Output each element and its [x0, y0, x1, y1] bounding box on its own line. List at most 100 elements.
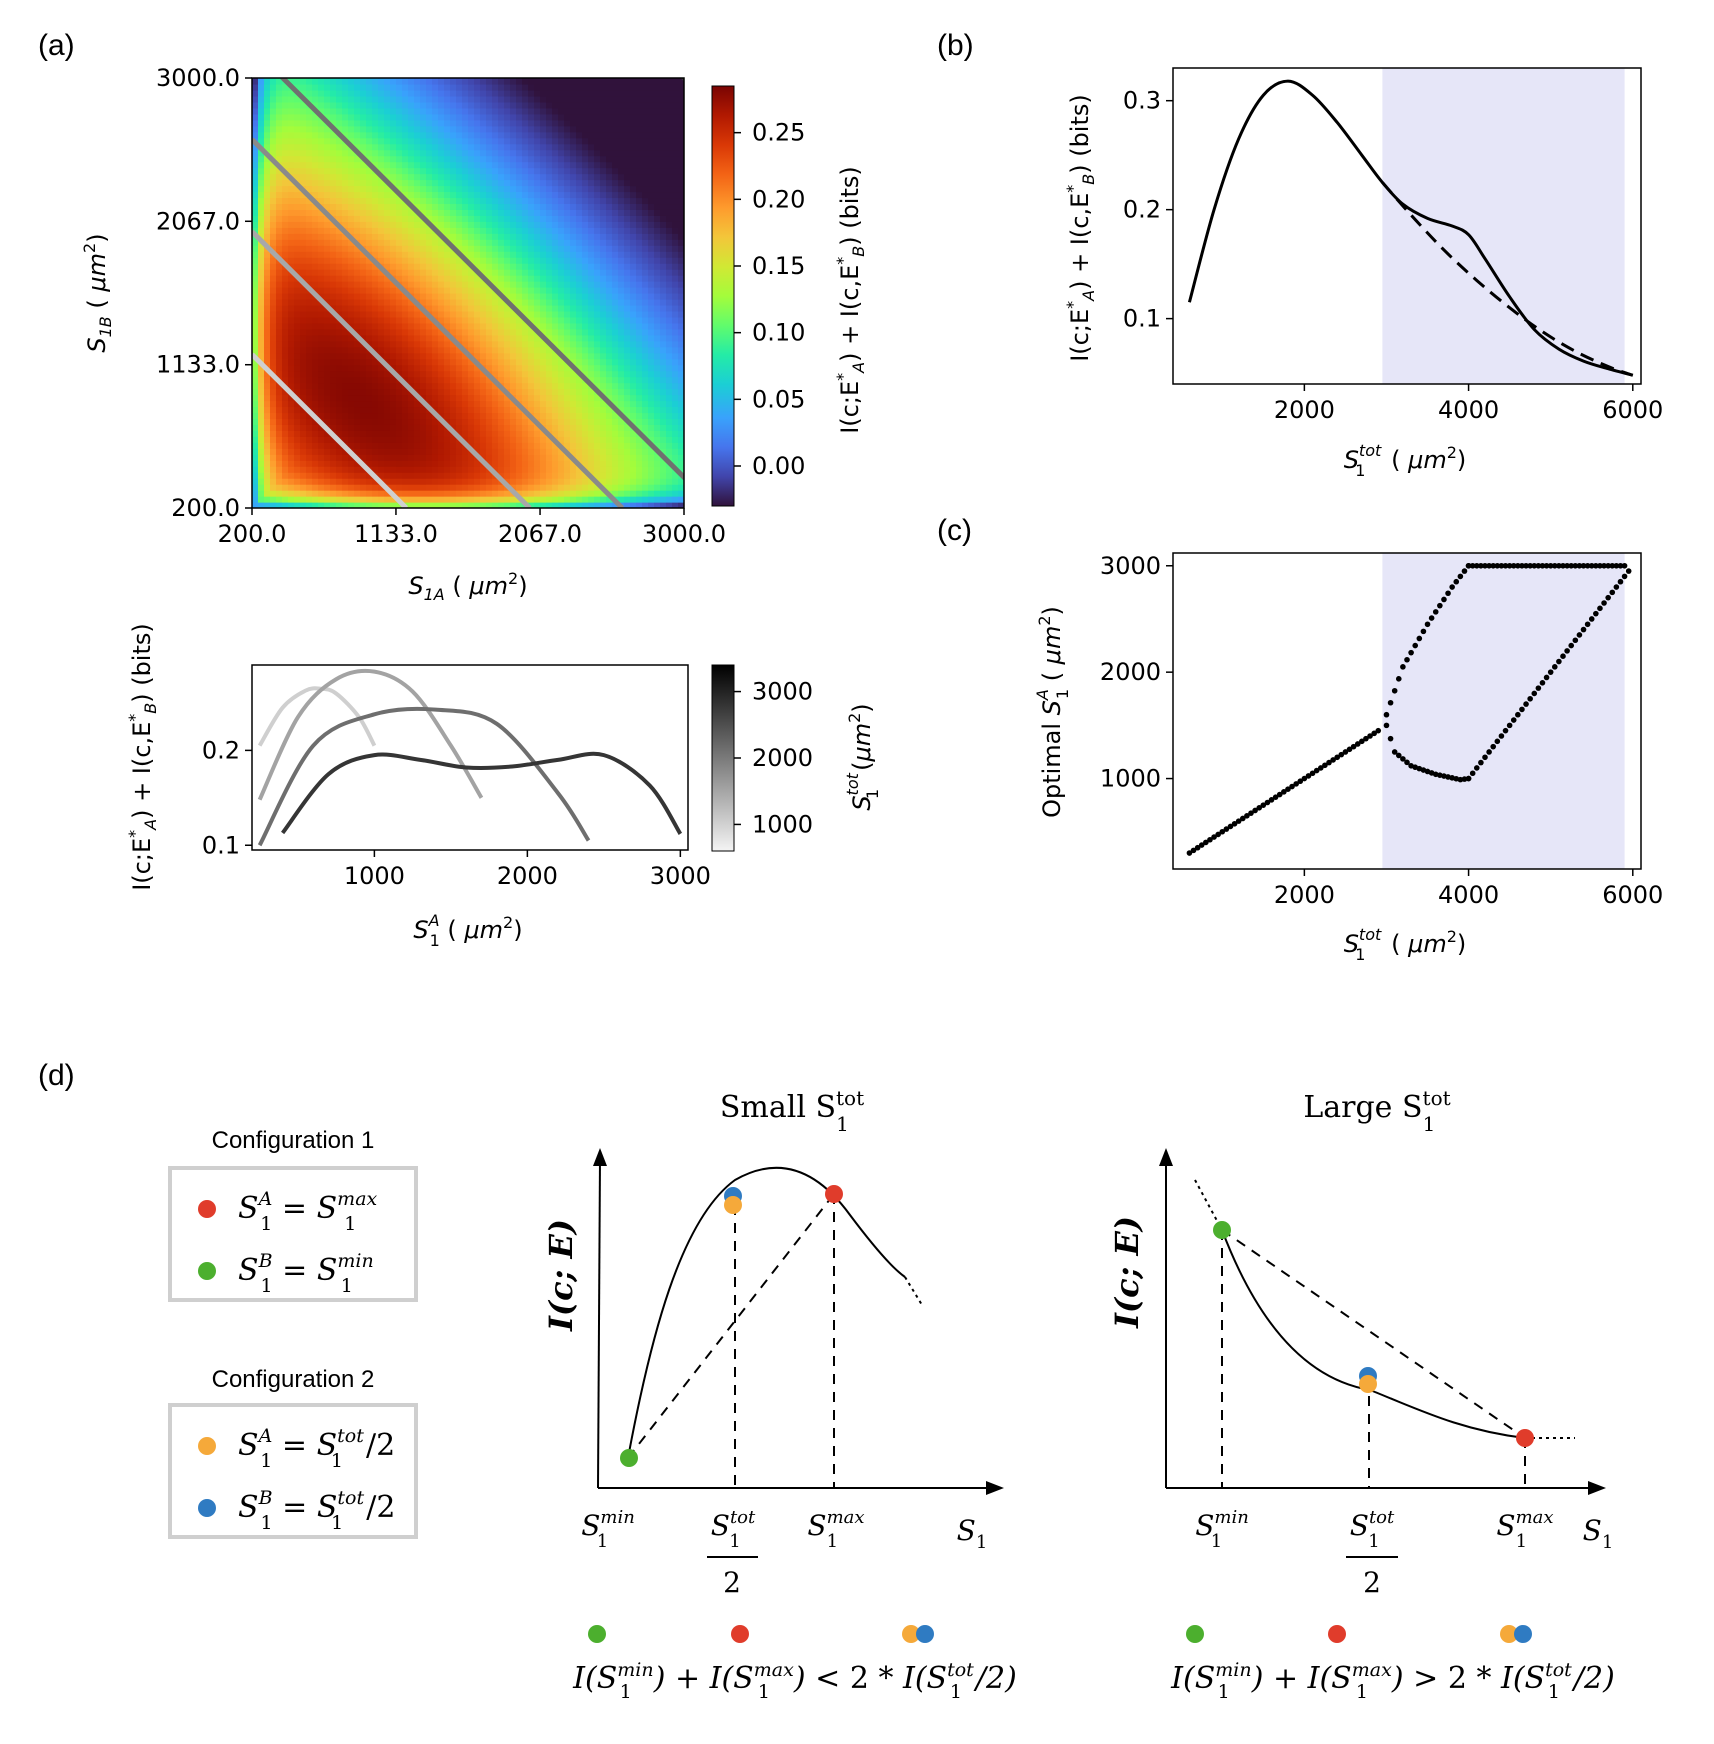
heatmap-cell — [576, 263, 583, 270]
heatmap-cell — [474, 412, 481, 420]
heatmap-cell — [456, 89, 463, 97]
heatmap-cell — [360, 113, 367, 121]
heatmap-cell — [270, 400, 277, 408]
heatmap-cell — [552, 167, 559, 175]
heatmap-cell — [582, 412, 589, 420]
heatmap-cell — [348, 406, 355, 414]
heatmap-cell — [642, 239, 649, 246]
heatmap-cell — [330, 442, 337, 449]
heatmap-cell — [294, 125, 301, 133]
heatmap-cell — [312, 185, 319, 193]
heatmap-cell — [654, 298, 661, 306]
heatmap-cell — [600, 293, 607, 300]
heatmap-cell — [450, 143, 457, 151]
heatmap-cell — [450, 161, 457, 169]
heatmap-cell — [282, 316, 289, 324]
heatmap-cell — [336, 89, 343, 97]
heatmap-cell — [498, 107, 505, 115]
heatmap-cell — [504, 406, 511, 414]
heatmap-cell — [510, 328, 517, 336]
heatmap-cell — [660, 221, 667, 228]
heatmap-cell — [564, 388, 571, 396]
heatmap-cell — [630, 364, 637, 372]
heatmap-cell — [390, 293, 397, 300]
heatmap-cell — [624, 251, 631, 258]
heatmap-cell — [306, 418, 313, 425]
heatmap-cell — [372, 221, 379, 228]
panel-label-a: (a) — [38, 29, 75, 62]
heatmap-cell — [318, 233, 325, 240]
heatmap-cell — [288, 197, 295, 205]
heatmap-cell — [294, 376, 301, 384]
heatmap-cell — [276, 143, 283, 151]
heatmap-cell — [438, 113, 445, 121]
heatmap-cell — [528, 89, 535, 97]
heatmap-cell — [450, 502, 457, 508]
heatmap-cell — [318, 442, 325, 449]
heatmap-cell — [252, 304, 259, 312]
heatmap-cell — [312, 125, 319, 133]
heatmap-cell — [486, 263, 493, 270]
heatmap-cell — [270, 215, 277, 222]
heatmap-cell — [612, 287, 619, 294]
heatmap-cell — [270, 203, 277, 210]
heatmap-cell — [432, 502, 439, 508]
heatmap-cell — [480, 340, 487, 348]
heatmap-cell — [600, 466, 607, 473]
heatmap-cell — [264, 394, 271, 402]
heatmap-cell — [546, 418, 553, 425]
heatmap-cell — [468, 173, 475, 181]
heatmap-cell — [426, 119, 433, 127]
heatmap-cell — [636, 376, 643, 384]
heatmap-cell — [534, 155, 541, 163]
heatmap-cell — [660, 472, 667, 479]
heatmap-cell — [600, 496, 607, 503]
heatmap-cell — [408, 119, 415, 127]
heatmap-cell — [288, 101, 295, 109]
heatmap-cell — [372, 293, 379, 300]
heatmap-cell — [546, 149, 553, 157]
heatmap-cell — [630, 430, 637, 437]
heatmap-cell — [600, 334, 607, 342]
heatmap-cell — [306, 197, 313, 205]
heatmap-cell — [594, 149, 601, 157]
heatmap-cell — [258, 418, 265, 425]
heatmap-cell — [588, 496, 595, 503]
heatmap-cell — [594, 113, 601, 121]
heatmap-cell — [312, 155, 319, 163]
heatmap-cell — [612, 293, 619, 300]
heatmap-cell — [342, 460, 349, 467]
heatmap-cell — [522, 233, 529, 240]
heatmap-cell — [486, 275, 493, 282]
heatmap-cell — [654, 442, 661, 449]
heatmap-cell — [516, 388, 523, 396]
heatmap-cell — [450, 209, 457, 216]
heatmap-cell — [528, 179, 535, 187]
heatmap-cell — [414, 340, 421, 348]
heatmap-cell — [456, 161, 463, 169]
heatmap-cell — [522, 161, 529, 169]
heatmap-cell — [420, 131, 427, 139]
heatmap-cell — [606, 137, 613, 145]
heatmap-cell — [600, 304, 607, 312]
heatmap-cell — [660, 227, 667, 234]
heatmap-cell — [558, 293, 565, 300]
heatmap-cell — [300, 113, 307, 121]
heatmap-cell — [438, 430, 445, 437]
heatmap-cell — [384, 322, 391, 330]
heatmap-cell — [480, 107, 487, 115]
heatmap-cell — [486, 137, 493, 145]
heatmap-cell — [630, 394, 637, 402]
heatmap-cell — [432, 167, 439, 175]
heatmap-cell — [324, 275, 331, 282]
heatmap-cell — [342, 197, 349, 205]
heatmap-cell — [528, 287, 535, 294]
heatmap-cell — [480, 197, 487, 205]
heatmap-cell — [504, 263, 511, 270]
heatmap-cell — [516, 340, 523, 348]
heatmap-cell — [438, 119, 445, 127]
heatmap-cell — [438, 203, 445, 210]
heatmap-cell — [564, 251, 571, 258]
heatmap-cell — [534, 191, 541, 199]
heatmap-cell — [462, 436, 469, 443]
